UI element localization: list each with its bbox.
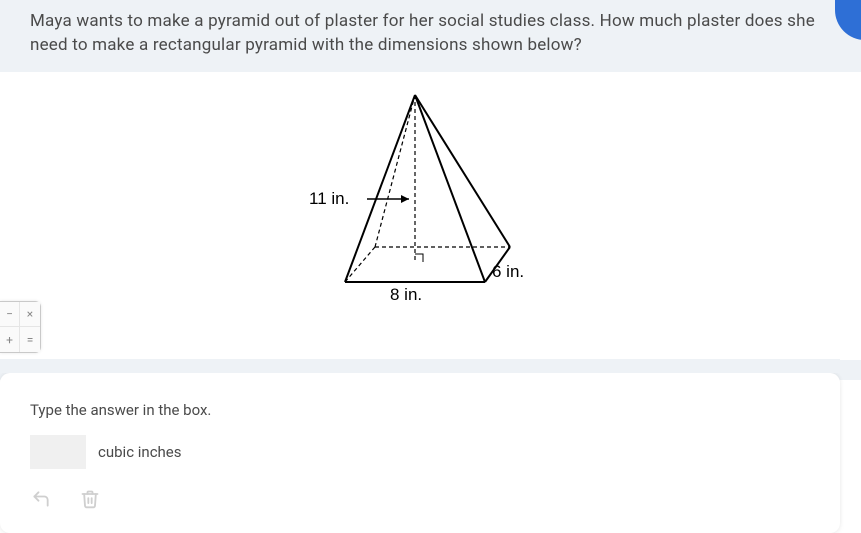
- answer-row: cubic inches: [30, 435, 810, 469]
- calc-plus-button[interactable]: +: [0, 327, 20, 352]
- depth-label: 6 in.: [492, 262, 524, 282]
- calculator-widget[interactable]: − × + =: [0, 301, 41, 353]
- width-label: 8 in.: [390, 285, 422, 305]
- calc-times-button[interactable]: ×: [20, 302, 40, 327]
- calc-minus-button[interactable]: −: [0, 302, 20, 327]
- answer-input[interactable]: [30, 435, 86, 469]
- action-row: [30, 489, 810, 513]
- answer-unit: cubic inches: [98, 443, 182, 461]
- undo-icon[interactable]: [30, 489, 52, 513]
- diagram-area: 11 in. 6 in. 8 in.: [0, 72, 861, 365]
- answer-prompt: Type the answer in the box.: [30, 401, 810, 419]
- trash-icon[interactable]: [80, 489, 100, 513]
- calc-equals-button[interactable]: =: [20, 327, 40, 352]
- question-text: Maya wants to make a pyramid out of plas…: [0, 0, 861, 72]
- pyramid-diagram: 11 in. 6 in. 8 in.: [295, 87, 555, 311]
- answer-panel: Type the answer in the box. cubic inches: [0, 373, 840, 533]
- height-label: 11 in.: [309, 189, 349, 209]
